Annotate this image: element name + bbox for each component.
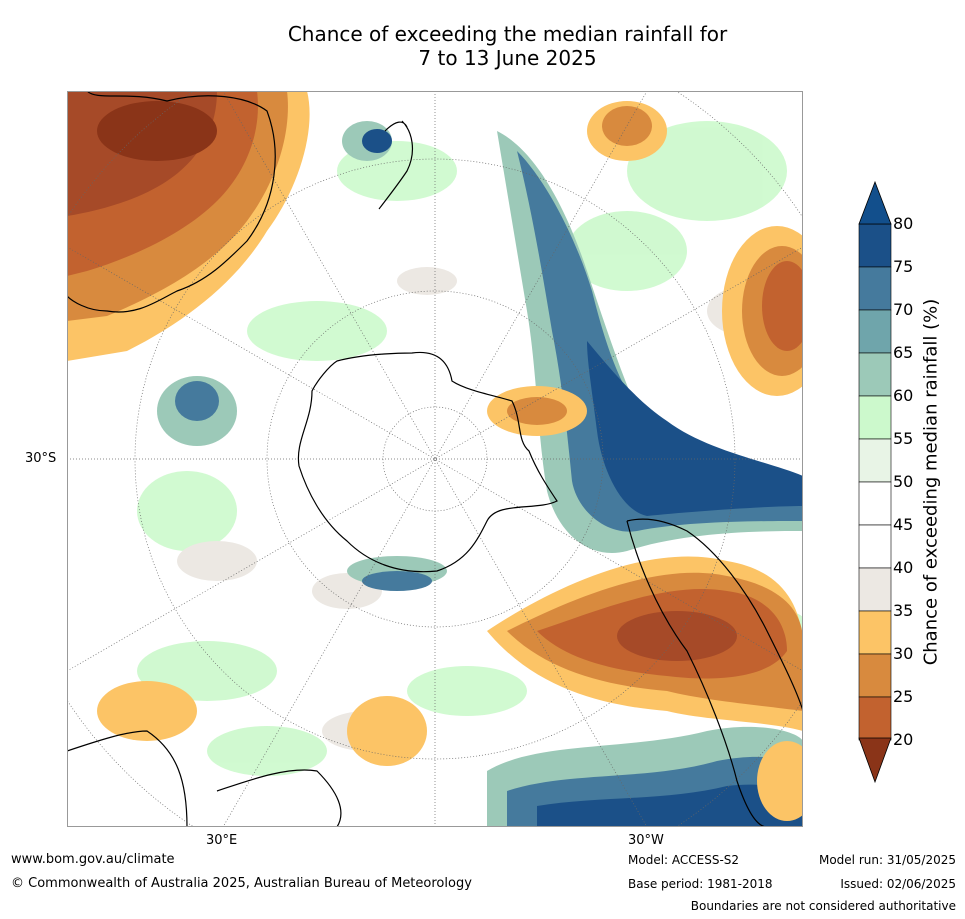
- colorbar-bin: [858, 653, 892, 698]
- lat-label-30s: 30°S: [25, 451, 57, 466]
- base-period: Base period: 1981-2018: [628, 877, 773, 891]
- colorbar-bin: [858, 266, 892, 311]
- issued-date: Issued: 02/06/2025: [840, 877, 956, 891]
- lon-label-30w: 30°W: [628, 833, 664, 848]
- colorbar-axis-label: Chance of exceeding median rainfall (%): [920, 298, 942, 666]
- colorbar-bin: [858, 696, 892, 741]
- colorbar-bin: [858, 610, 892, 655]
- colorbar-tick-label: 45: [893, 515, 914, 534]
- australia-coastline: [67, 91, 276, 313]
- website-link[interactable]: www.bom.gov.au/climate: [11, 852, 175, 867]
- colorbar-tick-label: 65: [893, 343, 914, 362]
- dark-brown-core: [67, 91, 737, 661]
- colorbar-tick-label: 60: [893, 386, 914, 405]
- new-zealand-coastline: [378, 120, 414, 210]
- colorbar-bin: [858, 438, 892, 483]
- lon-label-30e: 30°E: [206, 833, 238, 848]
- coastlines: [67, 91, 803, 827]
- graticule: [67, 91, 803, 827]
- rainfall-probability-map: [67, 91, 803, 827]
- antarctica-coastline: [297, 351, 558, 573]
- colorbar-bins: [858, 223, 892, 741]
- dark-blue-core: [362, 129, 803, 827]
- colorbar-tick-label: 25: [893, 687, 914, 706]
- colorbar-bin: [858, 395, 892, 440]
- colorbar-tick-label: 70: [893, 300, 914, 319]
- colorbar-tick-label: 35: [893, 601, 914, 620]
- model-run-date: Model run: 31/05/2025: [818, 853, 956, 867]
- colorbar-tick-label: 55: [893, 429, 914, 448]
- colorbar-tick-label: 40: [893, 558, 914, 577]
- copyright-text: © Commonwealth of Australia 2025, Austra…: [11, 876, 472, 891]
- south-america-coastline: [626, 518, 803, 827]
- colorbar: [858, 180, 892, 784]
- colorbar-bin: [858, 309, 892, 354]
- colorbar-bin: [858, 223, 892, 268]
- colorbar-tick-label: 50: [893, 472, 914, 491]
- boundaries-note: Boundaries are not considered authoritat…: [690, 899, 956, 913]
- colorbar-bin: [858, 524, 892, 569]
- model-name: Model: ACCESS-S2: [628, 853, 740, 867]
- title-line-1: Chance of exceeding the median rainfall …: [287, 22, 728, 46]
- colorbar-min-arrow: [858, 737, 892, 784]
- chart-title: Chance of exceeding the median rainfall …: [0, 22, 965, 70]
- colorbar-tick-label: 80: [893, 214, 914, 233]
- colorbar-bin: [858, 481, 892, 526]
- colorbar-tick-label: 30: [893, 644, 914, 663]
- colorbar-bin: [858, 567, 892, 612]
- colorbar-tick-label: 20: [893, 730, 914, 749]
- colorbar-max-arrow: [858, 180, 892, 225]
- africa-coastline: [67, 730, 342, 827]
- title-line-2: 7 to 13 June 2025: [418, 46, 597, 70]
- colorbar-bin: [858, 352, 892, 397]
- colorbar-tick-label: 75: [893, 257, 914, 276]
